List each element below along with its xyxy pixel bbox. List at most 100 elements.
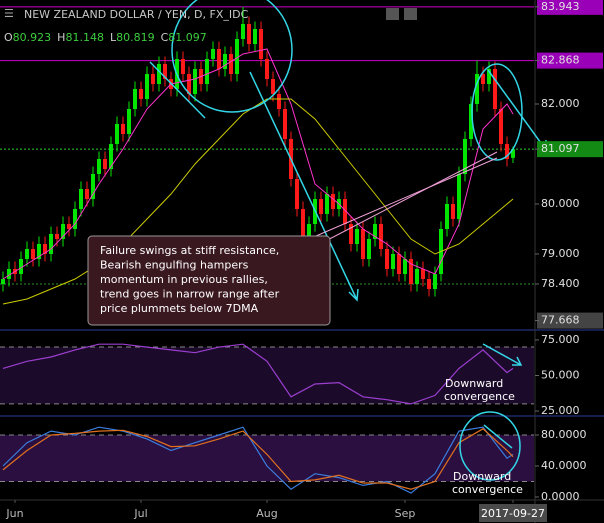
candle-body [427,279,431,289]
y-tick-label: 0.0000 [541,490,580,503]
annotation-text: momentum in previous rallies, [100,273,268,286]
candle-body [121,124,125,134]
candle-body [469,104,473,139]
arrow-head [348,288,359,302]
annotation-text: Downward [445,377,503,390]
candle-body [229,54,233,74]
ohlc-readout: O80.923 H81.148 L80.819 C81.097 [4,31,207,44]
y-tick-label: 75.000 [541,333,580,346]
ellipse [471,63,523,161]
candle-body [355,229,359,244]
candle-body [55,234,59,239]
candle-body [25,249,29,259]
header-button[interactable] [386,8,399,20]
y-tick-label: 82.000 [541,97,580,110]
candle-body [511,149,515,158]
indicator-band [0,434,534,482]
chart-title: NEW ZEALAND DOLLAR / YEN, D, FX_IDC [24,8,249,21]
candle-body [397,254,401,274]
y-tick-label: 79.000 [541,247,580,260]
candle-body [127,109,131,134]
candle-body [103,159,107,169]
candle-body [91,174,95,199]
candle-body [19,259,23,274]
ellipse [459,411,521,481]
candle-body [7,269,11,279]
candle-body [277,94,281,109]
candle-body [385,249,389,269]
y-tick-label: 40.0000 [541,459,587,472]
candle-body [223,54,227,69]
price-label-box [537,0,603,15]
menu-icon[interactable]: ☰ [4,7,14,20]
price-label-box [537,312,603,329]
candle-body [331,194,335,209]
ohlc-label: C [161,31,169,44]
y-tick-label: 78.400 [541,277,580,290]
x-tick-label: Sep [395,507,416,520]
candle-body [391,254,395,269]
arrow [249,71,358,301]
candle-body [217,49,221,69]
candle-body [145,74,149,99]
candle-body [79,189,83,209]
arrow [487,69,547,151]
y-tick-label: 25.000 [541,404,580,417]
candle-body [259,29,263,59]
candle-body [253,29,257,44]
candle-body [133,89,137,109]
candle-body [379,224,383,249]
header-button[interactable] [404,8,417,20]
candle-body [409,259,413,284]
candle-body [115,124,119,144]
candle-body [187,74,191,94]
candle-body [241,24,245,39]
candle-body [31,249,35,259]
candle-body [85,189,89,199]
candle-body [157,64,161,84]
y-tick-label: 80.000 [541,197,580,210]
candle-body [283,109,287,139]
trendline [315,157,498,237]
candle-body [415,269,419,284]
candle-body [205,59,209,84]
candle-body [271,79,275,94]
panel-backgrounds [0,6,534,482]
annotation-text: Failure swings at stiff resistance, [100,244,279,257]
candle-body [61,224,65,239]
candle-body [109,144,113,169]
ohlc-value: 81.148 [65,31,104,44]
candle-body [319,199,323,214]
candle-body [457,174,461,219]
indicator-line [2,343,514,405]
candle-body [247,24,251,44]
labels: 83.943 82.868 82.000 81.097 80.000 79.000 78.4… [5,0,603,522]
candle-body [73,209,77,229]
candle-body [433,274,437,289]
candle-body [343,199,347,224]
indicator-line [2,428,514,490]
moving-average [2,48,514,280]
candle-body [325,194,329,214]
candle-body [451,204,455,219]
candle-body [373,224,377,239]
ohlc-value: 80.923 [13,31,52,44]
candle-body [37,244,41,259]
candle-body [43,244,47,254]
annotation-text: price plummets below 7DMA [100,302,259,315]
candle-body [505,144,509,159]
annotation-text: convergence [452,483,523,496]
candle-body [349,224,353,244]
candle-body [307,224,311,239]
candle-body [403,259,407,274]
ohlc-label: H [57,31,65,44]
candle-body [49,234,53,254]
x-tick-label: Jun [5,507,23,520]
candle-body [181,59,185,74]
candle-body [481,74,485,84]
candle-body [235,39,239,74]
candle-body [499,109,503,144]
annotation-text: convergence [444,390,515,403]
